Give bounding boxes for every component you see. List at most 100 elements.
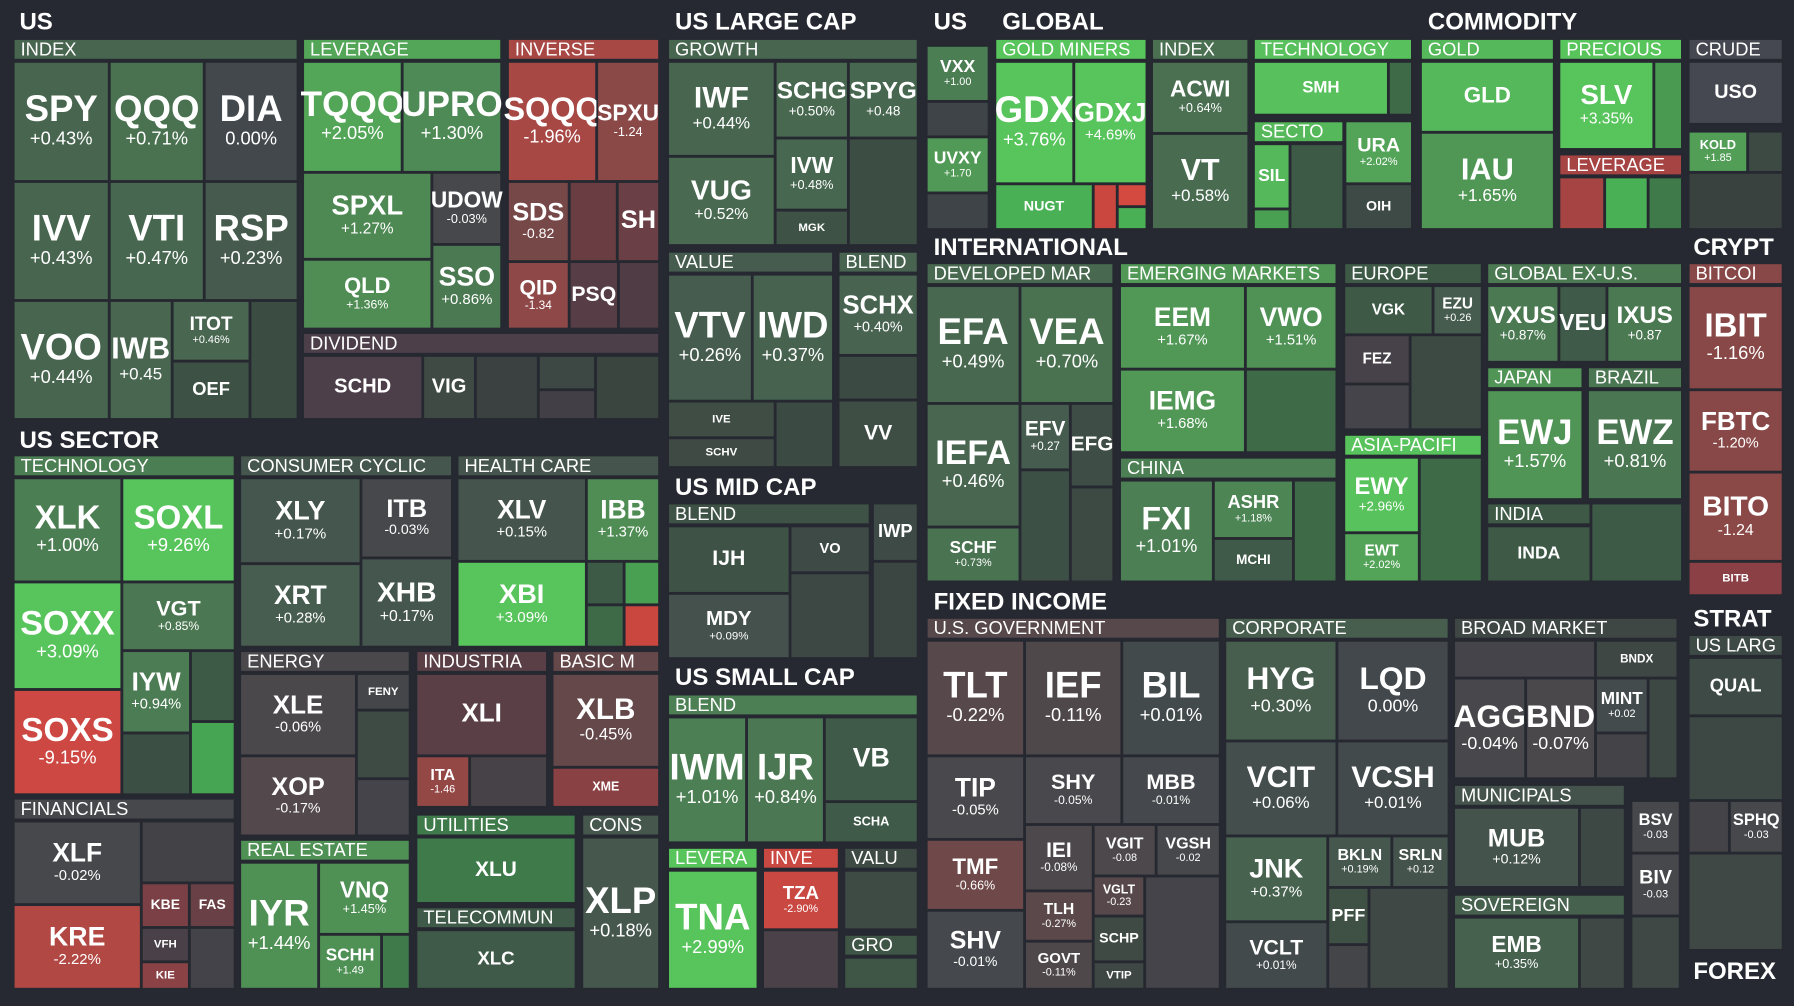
change: -0.08%: [1040, 861, 1077, 874]
tile: [1151, 61, 1250, 134]
change: +0.84%: [754, 786, 817, 807]
tile: [360, 477, 453, 559]
ticker: KBE: [151, 896, 180, 912]
ticker: EMB: [1491, 931, 1541, 957]
tile: [824, 716, 919, 802]
tile: [239, 563, 362, 648]
change: -1.34: [525, 298, 552, 312]
group-header: [302, 38, 502, 61]
filler-cell: [1343, 383, 1411, 431]
tile: [1595, 677, 1649, 734]
change: +3.76%: [1003, 129, 1066, 150]
ticker: SCHP: [1099, 931, 1139, 947]
tile: [431, 172, 502, 245]
tile: [568, 261, 619, 330]
filler-cell: [1419, 456, 1483, 583]
filler-cell: [1630, 915, 1681, 990]
tile: [1391, 835, 1450, 888]
group-title: INDEX: [1159, 38, 1215, 59]
tile: [667, 437, 776, 468]
group-title: LEVERAGE: [310, 38, 409, 59]
group-header: [1453, 784, 1626, 807]
tile: [12, 904, 142, 990]
change: +3.35%: [1580, 110, 1633, 127]
tile: [1024, 755, 1123, 825]
change: +0.48: [866, 103, 900, 118]
ticker: XME: [592, 780, 619, 794]
change: +2.02%: [1363, 559, 1400, 571]
ticker: TLT: [943, 665, 1007, 706]
ticker: VGT: [156, 595, 200, 620]
tile: [1327, 835, 1393, 888]
group-title: US LARG: [1696, 634, 1776, 655]
filler-cell: [1453, 640, 1596, 679]
change: -0.11%: [1042, 967, 1076, 979]
group-header: [1343, 434, 1483, 457]
ticker: OEF: [192, 378, 230, 399]
group-title: CONSUMER CYCLIC: [247, 455, 426, 476]
tile: [994, 183, 1094, 230]
ticker: IWP: [878, 520, 913, 541]
tile: [1092, 961, 1145, 990]
ticker: EWJ: [1497, 414, 1572, 452]
section-title: US MID CAP: [675, 474, 816, 501]
tile: [1224, 740, 1338, 837]
filler-cell: [1647, 677, 1679, 780]
ticker: VEA: [1029, 311, 1104, 352]
ticker: UPRO: [401, 85, 502, 124]
ticker: IVV: [32, 208, 92, 249]
group-header: [1453, 894, 1626, 917]
group-title: CONS: [589, 814, 642, 835]
ticker: TZA: [783, 882, 819, 903]
ticker: SOXX: [20, 605, 115, 643]
tile: [507, 61, 597, 182]
change: +1.00: [944, 76, 971, 88]
tile: [141, 961, 190, 990]
change: +2.96%: [1359, 498, 1405, 513]
tile: [1687, 130, 1748, 173]
change: -0.05%: [1054, 793, 1093, 807]
section-title: FIXED INCOME: [934, 588, 1107, 615]
ticker: ACWI: [1170, 75, 1231, 101]
filler-cell: [190, 650, 236, 722]
tile: [12, 61, 110, 182]
change: +0.58%: [1171, 186, 1229, 205]
tile: [774, 209, 849, 246]
ticker: IWF: [694, 82, 749, 115]
ticker: XLU: [475, 858, 517, 881]
ticker: EFA: [937, 311, 1008, 352]
group-header: [415, 813, 577, 837]
change: +1.51%: [1266, 332, 1316, 348]
group-title: SECTO: [1261, 121, 1324, 142]
section-title: CRYPT: [1693, 234, 1774, 261]
tile: [318, 934, 382, 990]
ticker: IVE: [712, 413, 731, 425]
filler-cell: [1388, 61, 1413, 116]
tile: [1092, 915, 1145, 963]
ticker: BITB: [1722, 573, 1749, 585]
tile: [1344, 120, 1413, 185]
tile: [401, 61, 502, 173]
group-title: ASIA-PACIFI: [1351, 434, 1456, 455]
group-title: CORPORATE: [1232, 617, 1347, 638]
group-header: [239, 454, 453, 477]
tile: [1687, 657, 1784, 717]
group-title: BRAZIL: [1595, 367, 1659, 388]
tile: [551, 673, 660, 768]
tile: [108, 61, 205, 182]
tile: [415, 836, 577, 904]
group-header: [415, 650, 548, 673]
ticker: GOVT: [1038, 950, 1081, 967]
ticker: TNA: [675, 896, 750, 937]
change: -0.02%: [54, 868, 101, 884]
section-title: US LARGE CAP: [675, 8, 856, 35]
change: -1.24: [614, 124, 643, 139]
change: 0.00%: [1368, 695, 1419, 715]
group-title: SOVEREIGN: [1461, 894, 1570, 915]
ticker: IWM: [669, 746, 744, 787]
ticker: EEM: [1154, 302, 1211, 332]
change: +0.43%: [30, 247, 93, 268]
change: -0.45%: [580, 725, 633, 744]
ticker: JNK: [1249, 853, 1304, 884]
group-title: CRUDE: [1696, 38, 1761, 59]
